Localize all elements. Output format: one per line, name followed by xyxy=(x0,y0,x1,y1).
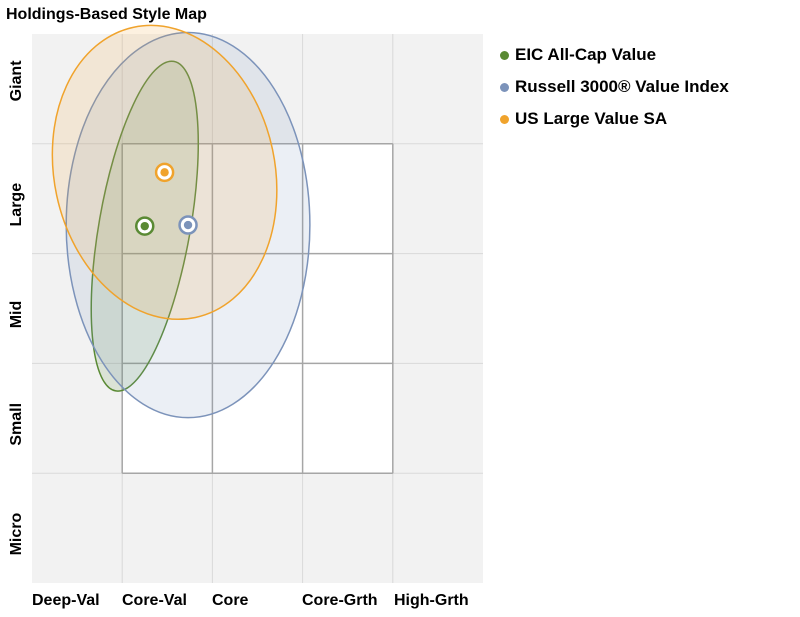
x-tick-label: High-Grth xyxy=(394,592,469,609)
chart-title: Holdings-Based Style Map xyxy=(6,6,207,23)
y-tick-label: Small xyxy=(8,403,25,446)
point-center-russell xyxy=(183,220,193,230)
point-center-us-large-value xyxy=(160,168,169,177)
y-tick-label: Giant xyxy=(8,60,25,102)
y-tick-label: Large xyxy=(8,183,25,227)
y-tick-label: Mid xyxy=(8,301,25,329)
legend-label-russell: Russell 3000® Value Index xyxy=(515,77,729,96)
legend-item-russell[interactable]: Russell 3000® Value Index xyxy=(500,71,729,103)
legend-label-eic: EIC All-Cap Value xyxy=(515,45,657,64)
x-tick-label: Core-Grth xyxy=(302,592,378,609)
y-tick-label: Micro xyxy=(8,513,25,556)
legend-marker-eic xyxy=(500,50,509,60)
legend: EIC All-Cap Value Russell 3000® Value In… xyxy=(500,39,729,135)
style-box-background xyxy=(122,143,393,474)
x-tick-label: Core xyxy=(212,592,249,609)
legend-marker-russell xyxy=(500,82,509,92)
point-center-eic xyxy=(140,221,149,231)
x-tick-label: Core-Val xyxy=(122,592,187,609)
legend-marker-us-large-value xyxy=(500,114,509,124)
legend-item-us-large-value[interactable]: US Large Value SA xyxy=(500,103,729,135)
x-tick-label: Deep-Val xyxy=(32,592,100,609)
legend-label-us-large-value: US Large Value SA xyxy=(515,109,668,128)
legend-item-eic[interactable]: EIC All-Cap Value xyxy=(500,39,729,71)
